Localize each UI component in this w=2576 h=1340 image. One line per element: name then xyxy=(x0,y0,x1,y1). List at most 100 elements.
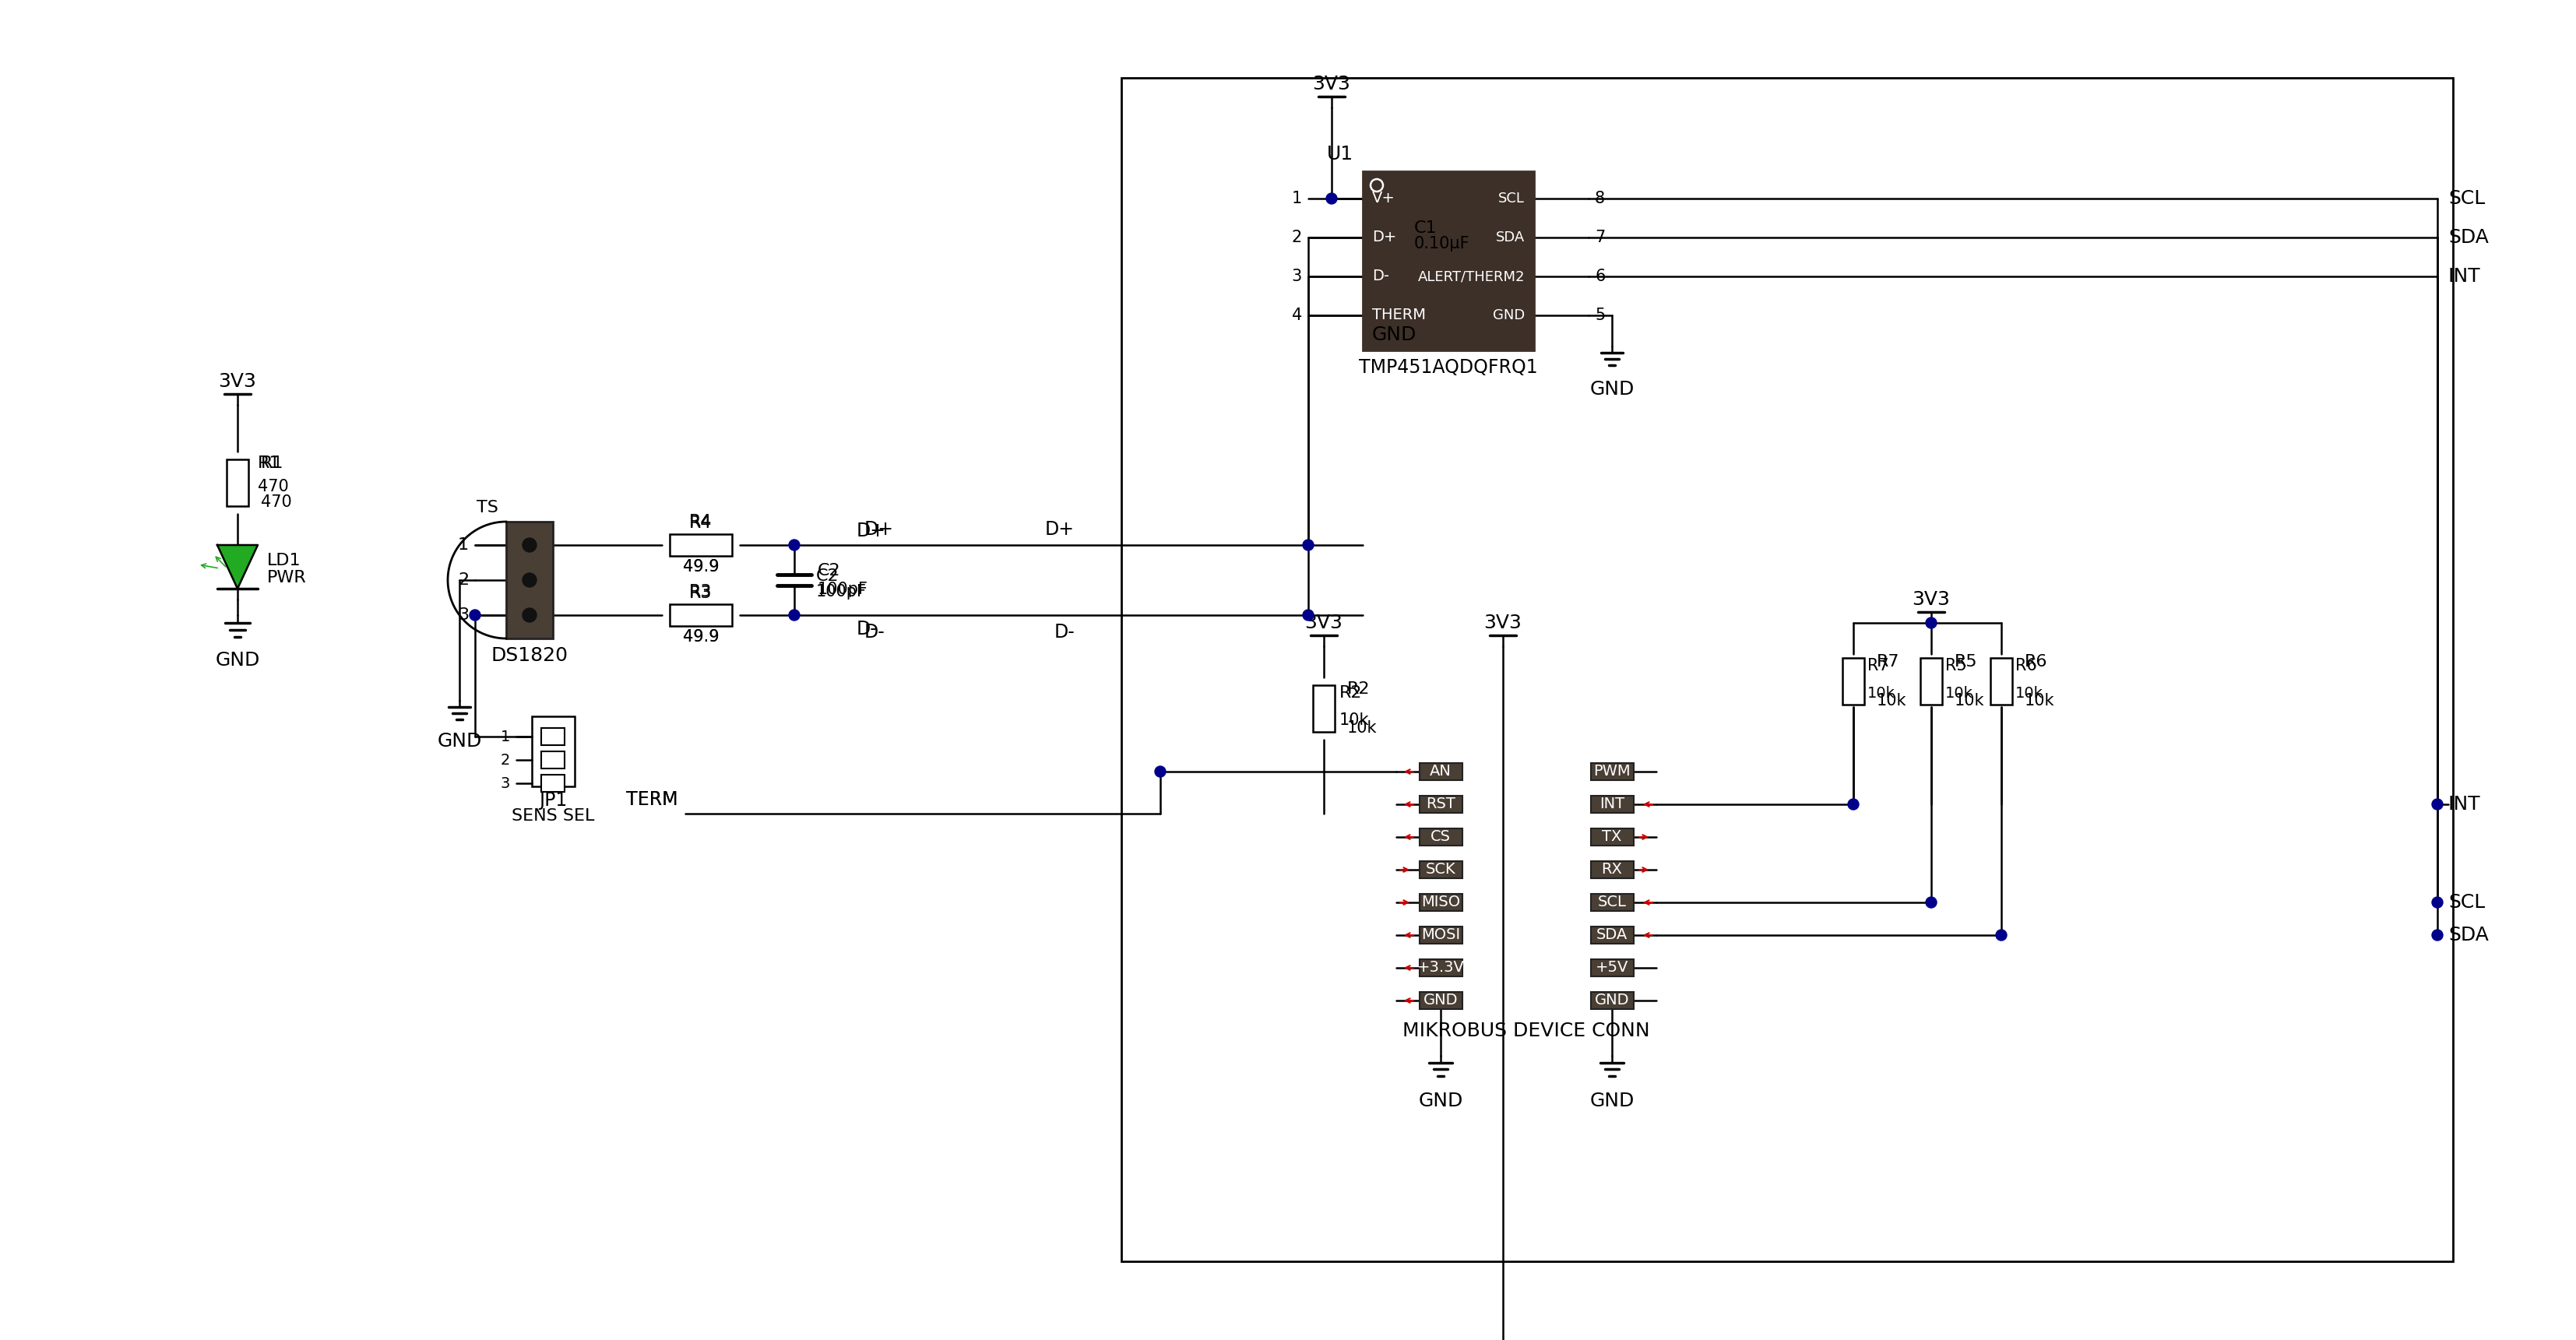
Bar xyxy=(1592,959,1633,977)
Text: 3V3: 3V3 xyxy=(1306,614,1342,632)
Text: CS: CS xyxy=(1430,829,1450,844)
Text: SDA: SDA xyxy=(2447,228,2488,247)
Text: GND: GND xyxy=(1419,1092,1463,1111)
Text: R4: R4 xyxy=(690,513,714,529)
Text: D-: D- xyxy=(858,620,878,638)
Text: R3: R3 xyxy=(690,584,714,599)
Text: 3V3: 3V3 xyxy=(1314,75,1350,92)
Text: 49.9: 49.9 xyxy=(683,628,719,645)
Text: 3: 3 xyxy=(1291,268,1301,284)
Text: TS: TS xyxy=(477,500,497,516)
Bar xyxy=(1592,796,1633,813)
Text: 4: 4 xyxy=(1291,308,1301,323)
Text: D-: D- xyxy=(1054,623,1074,642)
Text: 10k: 10k xyxy=(1945,686,1973,701)
Text: MIKROBUS DEVICE CONN: MIKROBUS DEVICE CONN xyxy=(1401,1021,1651,1040)
Text: 10k: 10k xyxy=(1868,686,1896,701)
Text: R7: R7 xyxy=(1878,654,1899,670)
Circle shape xyxy=(788,540,799,551)
Text: SCL: SCL xyxy=(1597,895,1625,910)
Text: 49.9: 49.9 xyxy=(683,559,719,575)
Text: D-: D- xyxy=(866,623,886,642)
Text: SDA: SDA xyxy=(1497,230,1525,244)
Text: C2: C2 xyxy=(817,568,840,584)
Text: 8: 8 xyxy=(1595,190,1605,206)
Text: SCK: SCK xyxy=(1425,863,1455,878)
Bar xyxy=(1419,992,1463,1009)
Text: 49.9: 49.9 xyxy=(683,628,719,645)
Bar xyxy=(1419,796,1463,813)
Text: R5: R5 xyxy=(1945,658,1965,674)
Text: 470: 470 xyxy=(258,478,289,494)
Text: RX: RX xyxy=(1602,863,1623,878)
Text: 7: 7 xyxy=(1595,229,1605,245)
Bar xyxy=(1314,685,1334,732)
Text: C1: C1 xyxy=(1414,220,1437,236)
Bar xyxy=(1419,894,1463,911)
Text: D+: D+ xyxy=(858,521,886,540)
Text: 10k: 10k xyxy=(1955,693,1984,709)
Bar xyxy=(1419,762,1463,780)
Text: MOSI: MOSI xyxy=(1422,927,1461,942)
Text: 0.10μF: 0.10μF xyxy=(1414,236,1471,252)
Text: SCL: SCL xyxy=(2447,189,2486,208)
Circle shape xyxy=(2432,930,2442,941)
Bar xyxy=(1419,959,1463,977)
Circle shape xyxy=(1327,193,1337,204)
Text: 49.9: 49.9 xyxy=(683,559,719,575)
Text: R6: R6 xyxy=(2014,658,2038,674)
Text: SDA: SDA xyxy=(1597,927,1628,942)
Polygon shape xyxy=(216,545,258,588)
Text: U1: U1 xyxy=(1327,145,1352,163)
Text: PWR: PWR xyxy=(268,570,307,586)
Text: 1: 1 xyxy=(459,537,469,553)
Text: 10k: 10k xyxy=(2014,686,2043,701)
Bar xyxy=(670,535,732,556)
Text: R6: R6 xyxy=(2025,654,2048,670)
Text: +3.3V: +3.3V xyxy=(1417,961,1463,976)
Text: AN: AN xyxy=(1430,764,1450,779)
Text: R2: R2 xyxy=(1347,681,1370,697)
Text: 5: 5 xyxy=(1595,308,1605,323)
Text: GND: GND xyxy=(1370,326,1417,344)
Bar xyxy=(1592,828,1633,846)
Text: 2: 2 xyxy=(459,572,469,588)
Text: D+: D+ xyxy=(1046,520,1074,539)
Text: INT: INT xyxy=(1600,797,1625,812)
Circle shape xyxy=(1927,618,1937,628)
Circle shape xyxy=(1847,799,1860,809)
Text: GND: GND xyxy=(1425,993,1458,1008)
Bar xyxy=(541,728,564,745)
Text: ALERT/THERM2: ALERT/THERM2 xyxy=(1417,269,1525,284)
Bar xyxy=(531,717,574,787)
Circle shape xyxy=(523,539,536,552)
Text: R5: R5 xyxy=(1955,654,1978,670)
Bar xyxy=(1919,658,1942,705)
Text: 100pF: 100pF xyxy=(817,582,868,598)
Text: 2: 2 xyxy=(1291,229,1301,245)
Bar xyxy=(227,460,247,507)
Bar xyxy=(1592,862,1633,878)
Text: 1: 1 xyxy=(500,729,510,744)
Text: 470: 470 xyxy=(260,494,291,511)
Text: GND: GND xyxy=(438,732,482,750)
Text: GND: GND xyxy=(1595,993,1628,1008)
Text: INT: INT xyxy=(2447,267,2481,285)
Circle shape xyxy=(1303,540,1314,551)
Text: R4: R4 xyxy=(690,516,714,531)
Circle shape xyxy=(523,608,536,622)
Text: 3: 3 xyxy=(500,776,510,791)
Text: SDA: SDA xyxy=(2447,926,2488,945)
Bar xyxy=(505,521,554,638)
Text: GND: GND xyxy=(1589,1092,1633,1111)
Text: R1: R1 xyxy=(258,456,281,472)
Circle shape xyxy=(2432,799,2442,809)
Bar xyxy=(1592,894,1633,911)
Circle shape xyxy=(1154,766,1167,777)
Bar xyxy=(1419,828,1463,846)
Bar xyxy=(1419,926,1463,943)
Text: 2: 2 xyxy=(500,753,510,768)
Bar xyxy=(1592,926,1633,943)
Text: PWM: PWM xyxy=(1595,764,1631,779)
Text: GND: GND xyxy=(216,651,260,670)
